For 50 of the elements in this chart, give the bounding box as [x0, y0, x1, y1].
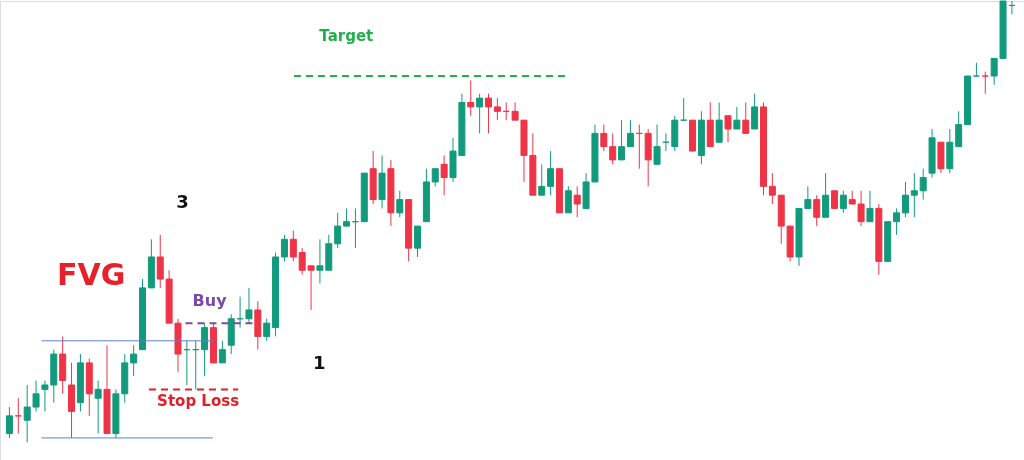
candlestick [484, 93, 492, 134]
candlestick [564, 185, 572, 214]
candlestick [245, 287, 253, 324]
candlestick [733, 106, 741, 130]
candlestick [94, 380, 102, 435]
candlestick [901, 181, 909, 218]
candlestick [5, 406, 13, 439]
candlestick [289, 230, 297, 262]
candlestick [839, 190, 847, 214]
candlestick [334, 212, 342, 249]
candlestick [972, 62, 980, 77]
candlestick [910, 172, 918, 218]
annotation: 3 [176, 190, 189, 212]
candlestick [280, 234, 288, 262]
candlestick [218, 340, 226, 364]
candlestick [476, 93, 484, 134]
ref-line-label: Stop Loss [157, 392, 240, 411]
candlestick [742, 102, 750, 134]
candlestick [919, 168, 927, 201]
annotation: 1 [313, 351, 326, 373]
candlestick [440, 154, 448, 196]
annotation: FVG [57, 257, 126, 293]
candlestick [14, 397, 22, 435]
candlestick [414, 225, 422, 258]
candlestick [201, 322, 209, 377]
candlestick [130, 344, 138, 377]
candlestick [396, 190, 404, 218]
candlestick [724, 115, 732, 143]
candlestick [467, 79, 475, 117]
candlestick [600, 124, 608, 152]
candlestick [822, 172, 830, 218]
candlestick [955, 110, 963, 148]
candlestick [813, 194, 821, 227]
candlestick [751, 93, 759, 130]
candlestick [653, 124, 661, 165]
candlestick [493, 97, 501, 121]
candlestick [981, 71, 989, 95]
candlestick [893, 207, 901, 236]
candlestick [538, 163, 546, 196]
candlestick [768, 172, 776, 205]
candlestick [573, 185, 581, 218]
candlestick [547, 150, 555, 196]
ref-line-label: Target [319, 27, 374, 46]
candlestick [263, 318, 271, 342]
candlestick [626, 119, 634, 148]
candlestick [715, 102, 723, 143]
candlestick [866, 190, 874, 223]
candlestick [609, 132, 617, 165]
candlestick [618, 119, 626, 161]
ref-line-label: Buy [192, 291, 228, 311]
